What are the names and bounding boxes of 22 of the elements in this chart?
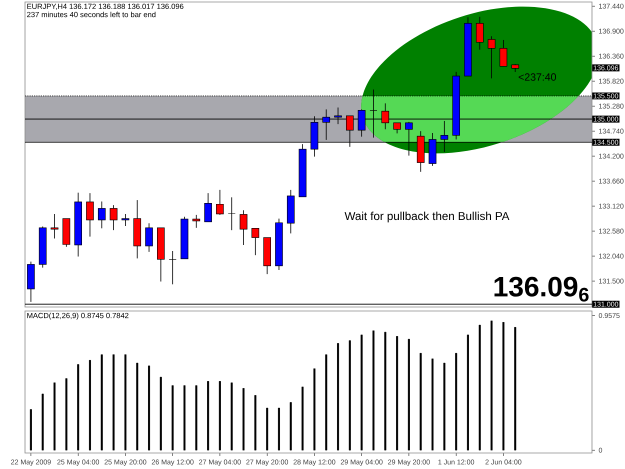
candlestick — [488, 36, 496, 79]
candlestick — [133, 200, 142, 259]
candlestick — [240, 210, 248, 246]
candlestick — [275, 218, 283, 270]
candlestick — [204, 192, 212, 222]
candlestick — [180, 216, 188, 260]
candlestick — [500, 40, 508, 67]
candlestick — [157, 228, 165, 282]
candlestick — [464, 16, 472, 76]
candlestick — [393, 122, 401, 134]
candlestick — [86, 192, 94, 238]
candlestick — [122, 214, 130, 226]
annotation: Wait for pullback then Bullish PA — [344, 212, 510, 222]
candlestick — [228, 196, 236, 231]
candlestick — [50, 214, 58, 239]
candlestick — [27, 261, 35, 302]
candlestick — [74, 192, 82, 257]
candlestick — [145, 222, 153, 252]
candlestick — [110, 204, 118, 231]
candlestick — [252, 228, 260, 256]
annotation: 136.09$_{6}$ — [494, 276, 589, 302]
annotation: <237:40 — [518, 73, 556, 81]
